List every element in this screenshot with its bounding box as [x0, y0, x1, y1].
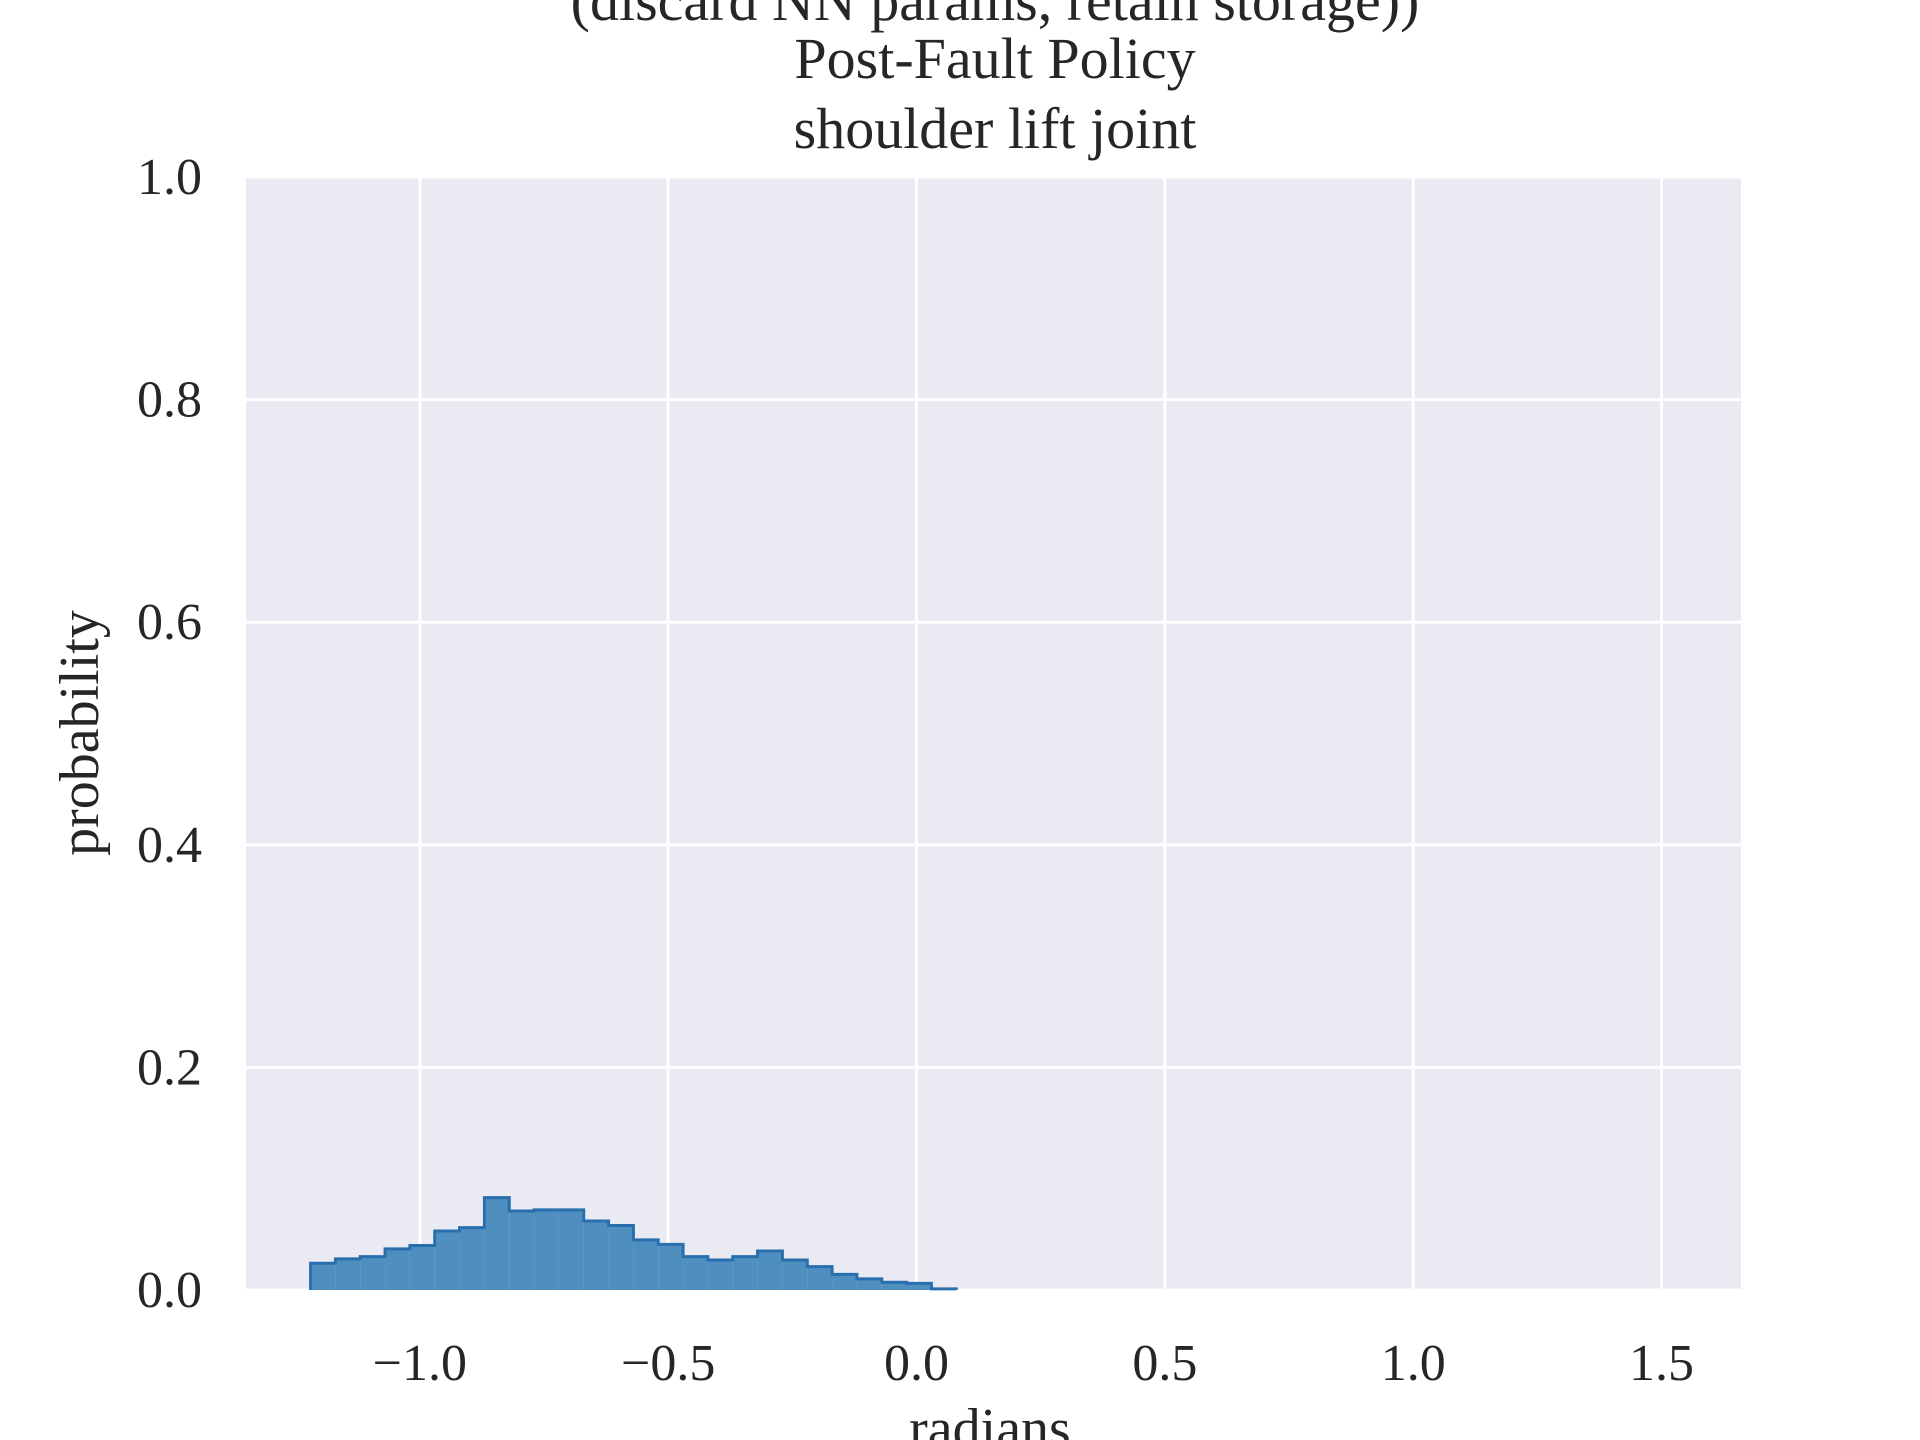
plot-area	[246, 177, 1741, 1290]
histogram-bars	[309, 1196, 958, 1291]
histogram-bar	[484, 1197, 510, 1290]
grid-lines	[246, 175, 1741, 1292]
histogram-bar	[856, 1278, 882, 1290]
histogram-bar	[558, 1209, 584, 1290]
histogram-bar	[434, 1231, 460, 1290]
histogram-bar	[310, 1263, 336, 1290]
histogram-bar	[360, 1256, 386, 1290]
histogram-bar	[534, 1209, 559, 1290]
y-tick-label: 0.8	[137, 372, 202, 429]
title-line-2: Post-Fault Policy	[794, 26, 1195, 91]
y-tick-label: 1.0	[137, 149, 202, 206]
histogram-bar	[633, 1239, 659, 1290]
histogram-bar	[732, 1256, 758, 1290]
chart-title: (discard NN params, retain storage)) Pos…	[571, 0, 1420, 161]
histogram-bar	[459, 1227, 485, 1290]
y-tick-label: 0.4	[137, 817, 202, 874]
x-tick-label: 1.0	[1381, 1335, 1446, 1392]
histogram-bar	[881, 1282, 907, 1290]
histogram-bar	[683, 1256, 708, 1290]
x-tick-label: 1.5	[1629, 1335, 1694, 1392]
histogram-bar	[832, 1274, 857, 1290]
histogram-bar	[583, 1220, 609, 1290]
y-axis-label: probability	[49, 610, 111, 856]
y-tick-label: 0.0	[137, 1262, 202, 1319]
histogram-bar	[409, 1245, 435, 1290]
histogram-bar	[707, 1259, 733, 1290]
y-tick-label: 0.2	[137, 1039, 202, 1096]
histogram-bar	[335, 1258, 361, 1290]
title-line-1: (discard NN params, retain storage))	[571, 0, 1420, 33]
histogram-bar	[385, 1248, 410, 1290]
histogram-bar	[608, 1225, 634, 1290]
histogram-bar	[906, 1283, 932, 1290]
histogram-bar	[757, 1251, 783, 1290]
x-axis-ticks: −1.0 −0.5 0.0 0.5 1.0 1.5	[373, 1335, 1694, 1392]
histogram-bar	[807, 1266, 833, 1290]
x-tick-label: −0.5	[621, 1335, 715, 1392]
x-tick-label: 0.5	[1132, 1335, 1197, 1392]
histogram-outline	[309, 1196, 958, 1291]
y-tick-label: 0.6	[137, 594, 202, 651]
x-tick-label: −1.0	[373, 1335, 467, 1392]
y-axis-ticks: 0.0 0.2 0.4 0.6 0.8 1.0	[137, 149, 202, 1319]
title-line-3: shoulder lift joint	[794, 96, 1197, 161]
x-axis-label: radians	[909, 1398, 1071, 1440]
x-tick-label: 0.0	[884, 1335, 949, 1392]
histogram-bar	[509, 1210, 535, 1290]
histogram-bar	[658, 1244, 684, 1290]
histogram-bar	[782, 1259, 808, 1290]
